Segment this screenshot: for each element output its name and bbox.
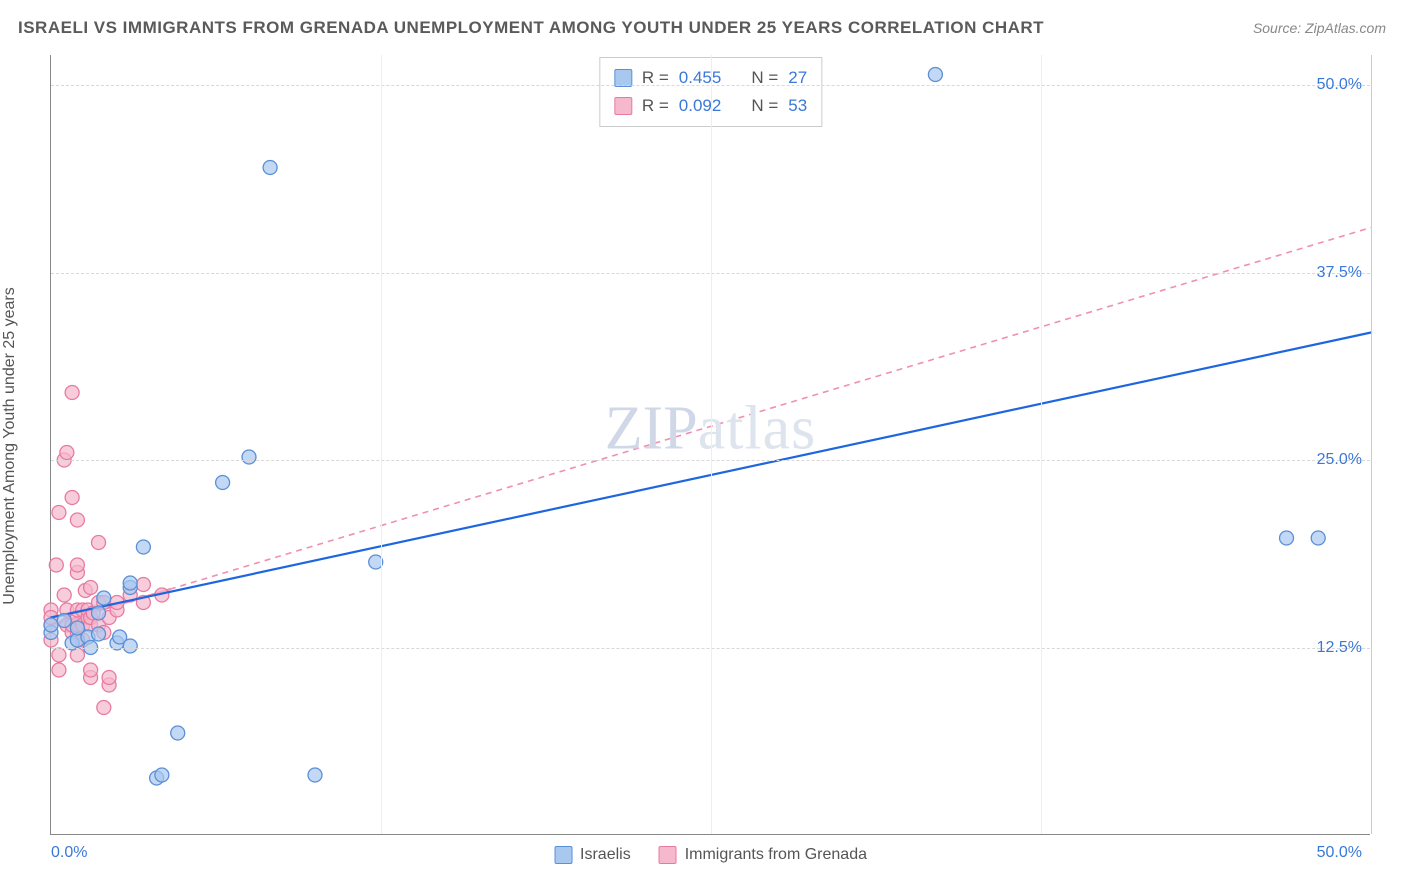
- x-tick-end: 50.0%: [1317, 844, 1362, 862]
- series-legend-item: Immigrants from Grenada: [659, 846, 867, 864]
- series-legend: Israelis Immigrants from Grenada: [554, 846, 867, 864]
- series-name: Israelis: [580, 846, 631, 864]
- stat-n-value: 27: [788, 64, 807, 92]
- vgridline: [381, 55, 382, 834]
- stat-n-label: N =: [751, 92, 778, 120]
- series-legend-item: Israelis: [554, 846, 631, 864]
- y-tick-label: 37.5%: [1317, 264, 1362, 282]
- legend-swatch: [614, 97, 632, 115]
- stat-r-label: R =: [642, 64, 669, 92]
- stat-r-value: 0.455: [679, 64, 722, 92]
- legend-swatch: [659, 846, 677, 864]
- x-tick-start: 0.0%: [51, 844, 87, 862]
- stat-r-value: 0.092: [679, 92, 722, 120]
- stat-n-value: 53: [788, 92, 807, 120]
- vgridline: [1041, 55, 1042, 834]
- stat-n-label: N =: [751, 64, 778, 92]
- chart-title: ISRAELI VS IMMIGRANTS FROM GRENADA UNEMP…: [18, 18, 1044, 38]
- series-name: Immigrants from Grenada: [685, 846, 867, 864]
- source-label: Source: ZipAtlas.com: [1253, 20, 1386, 36]
- y-tick-label: 50.0%: [1317, 76, 1362, 94]
- legend-swatch: [554, 846, 572, 864]
- y-tick-label: 12.5%: [1317, 639, 1362, 657]
- vgridline: [711, 55, 712, 834]
- stat-r-label: R =: [642, 92, 669, 120]
- y-tick-label: 25.0%: [1317, 451, 1362, 469]
- plot-area: ZIPatlas R = 0.455N = 27R = 0.092N = 53 …: [50, 55, 1370, 835]
- y-axis-label: Unemployment Among Youth under 25 years: [1, 128, 19, 446]
